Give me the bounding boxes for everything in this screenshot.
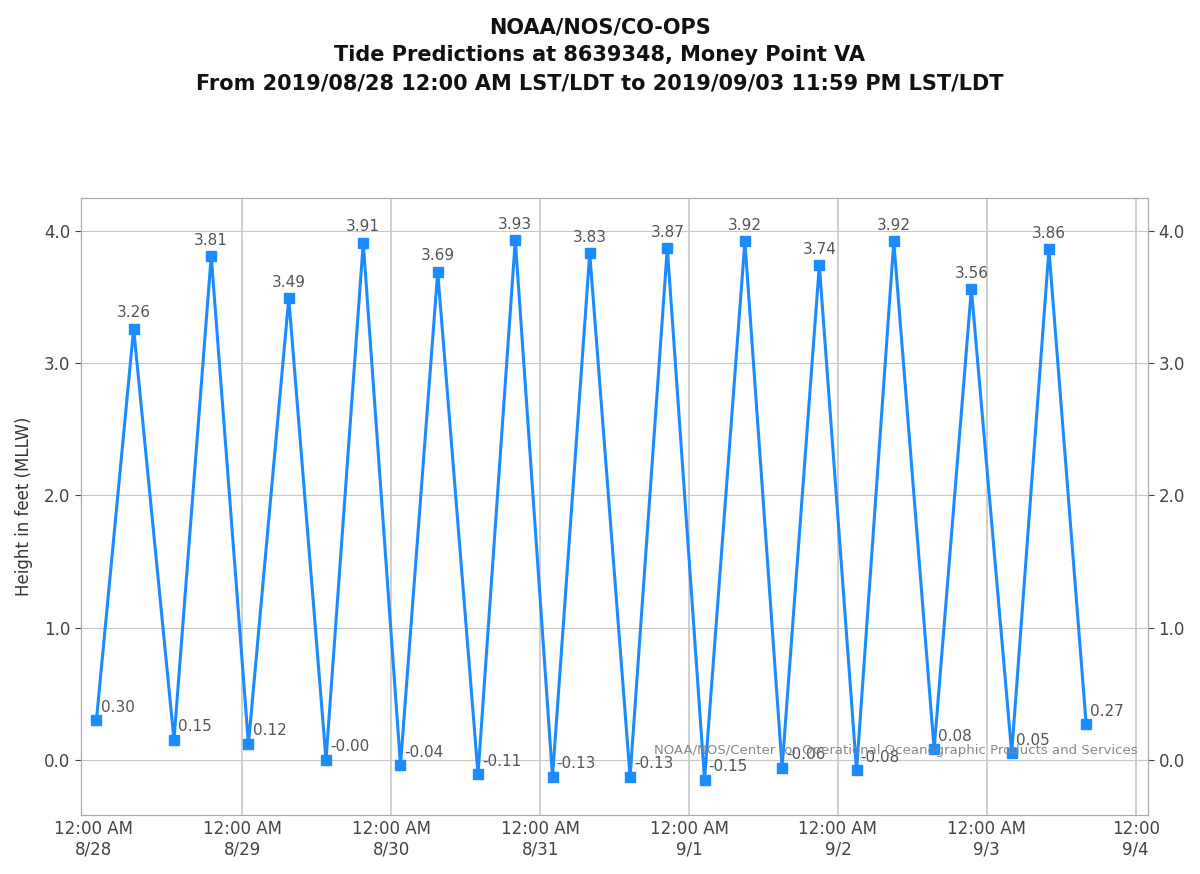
Text: -0.04: -0.04	[404, 745, 444, 760]
Text: 0.12: 0.12	[253, 724, 287, 739]
Text: 3.93: 3.93	[498, 217, 533, 232]
Text: -0.13: -0.13	[635, 756, 673, 772]
Text: 0.15: 0.15	[178, 719, 212, 734]
Text: -0.08: -0.08	[860, 750, 900, 765]
Text: NOAA/NOS/Center for Operational Oceanographic Products and Services: NOAA/NOS/Center for Operational Oceanogr…	[654, 744, 1138, 757]
Text: 3.91: 3.91	[347, 219, 380, 234]
Text: -0.00: -0.00	[330, 739, 370, 754]
Text: 3.74: 3.74	[803, 242, 836, 257]
Text: 0.08: 0.08	[938, 729, 972, 744]
Text: -0.15: -0.15	[709, 760, 748, 774]
Text: 3.92: 3.92	[728, 218, 762, 233]
Text: 3.56: 3.56	[954, 266, 989, 281]
Text: 3.92: 3.92	[877, 218, 911, 233]
Text: 3.69: 3.69	[421, 248, 455, 263]
Text: -0.11: -0.11	[482, 753, 522, 769]
Text: 3.26: 3.26	[116, 305, 151, 321]
Text: 3.81: 3.81	[194, 232, 228, 247]
Text: 3.83: 3.83	[572, 230, 607, 245]
Text: 0.05: 0.05	[1016, 732, 1050, 747]
Text: 0.27: 0.27	[1091, 704, 1124, 718]
Text: 0.30: 0.30	[101, 699, 134, 715]
Text: 3.86: 3.86	[1032, 226, 1066, 241]
Text: 3.49: 3.49	[271, 275, 306, 290]
Text: -0.13: -0.13	[557, 756, 596, 772]
Text: -0.06: -0.06	[786, 747, 826, 762]
Text: NOAA/NOS/CO-OPS
Tide Predictions at 8639348, Money Point VA
From 2019/08/28 12:0: NOAA/NOS/CO-OPS Tide Predictions at 8639…	[197, 17, 1003, 94]
Y-axis label: Height in feet (MLLW): Height in feet (MLLW)	[14, 417, 32, 596]
Text: 3.87: 3.87	[650, 225, 684, 239]
